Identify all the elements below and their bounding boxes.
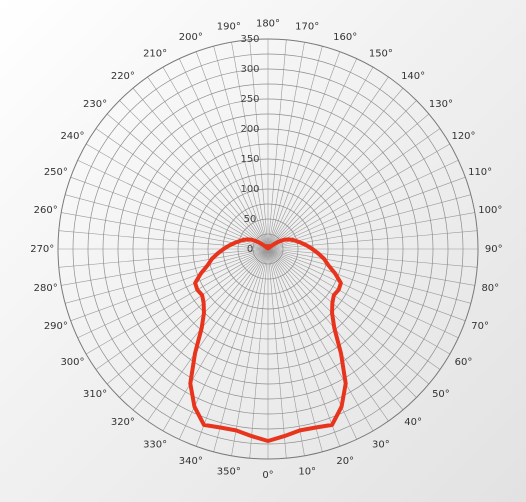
- radial-tick-label: 100: [240, 184, 259, 195]
- angle-tick-label: 60°: [455, 357, 473, 368]
- angle-tick-label: 170°: [295, 22, 319, 33]
- angle-tick-label: 150°: [369, 48, 393, 59]
- angle-tick-label: 340°: [179, 456, 203, 467]
- angle-tick-label: 180°: [256, 18, 280, 29]
- radial-grid-circle: [237, 218, 299, 280]
- radial-grid-circle: [207, 188, 329, 310]
- radial-grid-circle: [102, 83, 434, 415]
- radial-grid-circle: [177, 158, 359, 340]
- radial-tick-label: 350: [240, 34, 259, 45]
- radial-tick-label: 0: [247, 244, 253, 255]
- radial-grid-circle: [252, 233, 284, 265]
- angle-tick-label: 300°: [60, 357, 84, 368]
- radial-grid-circle: [87, 68, 449, 430]
- angle-tick-label: 280°: [34, 283, 58, 294]
- angle-tick-label: 90°: [485, 244, 503, 255]
- angle-tick-label: 320°: [111, 417, 135, 428]
- radial-tick-label: 300: [240, 64, 259, 75]
- series-layer: [188, 237, 348, 443]
- angle-tick-label: 140°: [401, 71, 425, 82]
- angle-tick-label: 240°: [60, 131, 84, 142]
- angle-tick-label: 10°: [298, 466, 316, 477]
- angle-tick-label: 20°: [336, 456, 354, 467]
- radial-tick-labels: 0 50 100 150 200 250 300 350: [240, 34, 259, 255]
- radial-grid-circles: [57, 38, 479, 460]
- radial-grid-circle: [57, 38, 479, 460]
- angle-tick-label: 210°: [143, 48, 167, 59]
- radial-grid-circle: [162, 143, 374, 355]
- radial-tick-label: 250: [240, 94, 259, 105]
- angle-tick-label: 230°: [83, 99, 107, 110]
- radial-grid-circle: [147, 128, 389, 370]
- angle-tick-label: 220°: [111, 71, 135, 82]
- angle-tick-label: 40°: [404, 417, 422, 428]
- radial-tick-label: 150: [240, 154, 259, 165]
- angle-tick-label: 290°: [44, 321, 68, 332]
- angle-tick-label: 310°: [83, 389, 107, 400]
- angle-tick-labels: 0° 10° 20° 30° 40° 50° 60° 70° 80° 90° 100° 110° 120…: [30, 18, 502, 481]
- angle-tick-label: 190°: [217, 22, 241, 33]
- radial-grid-circle: [132, 113, 404, 385]
- radial-grid-circle: [117, 98, 419, 400]
- angle-tick-label: 160°: [333, 32, 357, 43]
- angle-tick-label: 100°: [478, 205, 502, 216]
- angle-tick-label: 350°: [217, 466, 241, 477]
- angle-tick-label: 70°: [471, 321, 489, 332]
- angle-tick-label: 30°: [372, 440, 390, 451]
- angle-tick-label: 260°: [34, 205, 58, 216]
- intensity-curve: [188, 237, 348, 443]
- angle-tick-label: 50°: [432, 389, 450, 400]
- angle-tick-label: 330°: [143, 440, 167, 451]
- radial-grid-circle: [192, 173, 344, 325]
- angle-tick-label: 0°: [262, 470, 273, 481]
- radial-tick-label: 200: [240, 124, 259, 135]
- angle-tick-label: 130°: [429, 99, 453, 110]
- radial-tick-label: 50: [244, 214, 257, 225]
- angle-tick-label: 270°: [30, 244, 54, 255]
- radial-grid-circle: [72, 53, 464, 445]
- angle-tick-label: 250°: [44, 167, 68, 178]
- angle-tick-label: 80°: [481, 283, 499, 294]
- angle-tick-label: 120°: [451, 131, 475, 142]
- angle-tick-label: 110°: [468, 167, 492, 178]
- angle-tick-label: 200°: [179, 32, 203, 43]
